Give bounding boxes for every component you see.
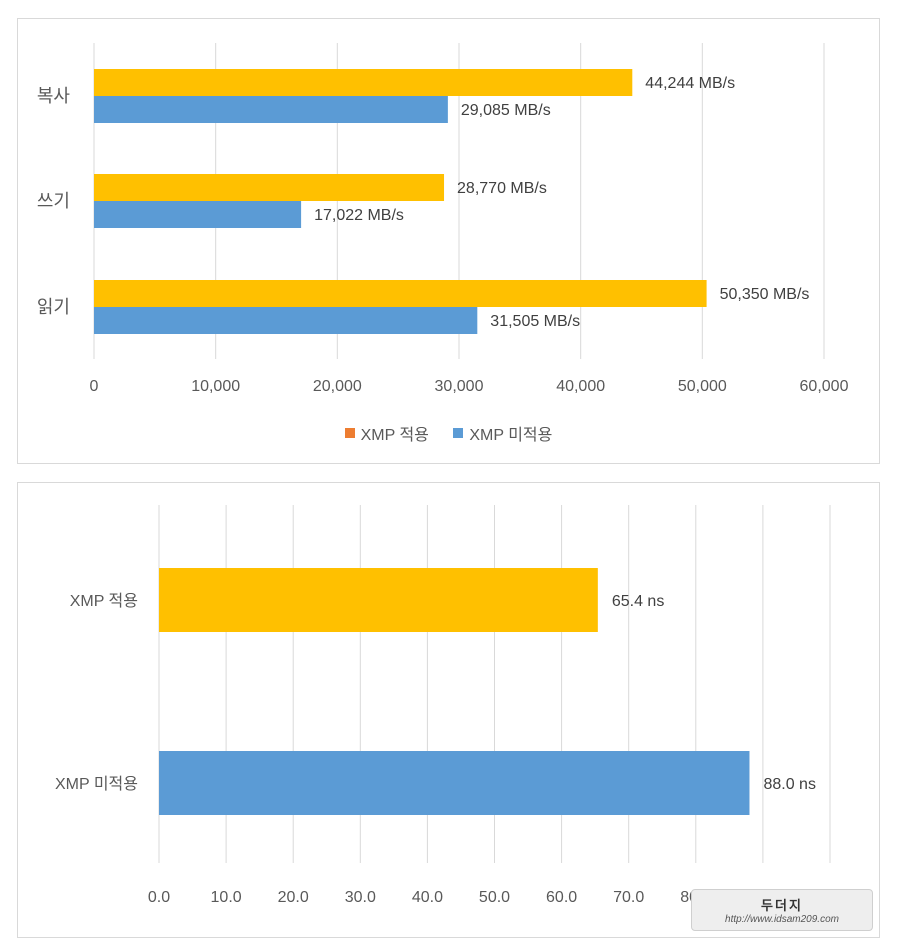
x-tick-label: 40,000 [556, 378, 605, 395]
x-tick-label: 70.0 [613, 889, 644, 906]
category-label: 복사 [37, 86, 71, 106]
data-label: 31,505 MB/s [490, 313, 580, 330]
bar-xmp-on [94, 280, 707, 307]
x-tick-label: 40.0 [412, 889, 443, 906]
x-tick-label: 50,000 [678, 378, 727, 395]
data-label: 65.4 ns [612, 593, 664, 610]
legend-item-xmp-off: XMP 미적용 [453, 421, 552, 445]
watermark-logo: 두더지 [761, 898, 803, 913]
x-tick-label: 20,000 [313, 378, 362, 395]
data-label: 50,350 MB/s [720, 286, 810, 303]
legend-label-xmp-off: XMP 미적용 [469, 427, 553, 444]
x-tick-label: 20.0 [278, 889, 309, 906]
bandwidth-legend: XMP 적용 XMP 미적용 [18, 421, 879, 445]
x-tick-label: 0 [90, 378, 99, 395]
bandwidth-chart: 0 10,000 20,000 30,000 40,000 50,000 60,000 복사 4… [37, 43, 849, 395]
legend-label-xmp-on: XMP 적용 [360, 427, 429, 444]
legend-swatch-xmp-off [453, 428, 464, 438]
data-label: 17,022 MB/s [314, 207, 404, 224]
legend-item-xmp-on: XMP 적용 [344, 421, 429, 445]
x-tick-label: 0.0 [148, 889, 170, 906]
bar-xmp-off [94, 307, 478, 334]
data-label: 28,770 MB/s [457, 180, 547, 197]
x-tick-label: 10,000 [191, 378, 240, 395]
category-label: XMP 미적용 [55, 775, 138, 793]
data-label: 44,244 MB/s [645, 75, 735, 92]
bandwidth-chart-panel: 0 10,000 20,000 30,000 40,000 50,000 60,000 복사 4… [17, 18, 880, 464]
x-tick-label: 10.0 [211, 889, 242, 906]
bar-latency [159, 568, 598, 632]
category-label: 쓰기 [37, 191, 70, 211]
data-label: 88.0 ns [763, 776, 815, 793]
x-tick-label: 30,000 [435, 378, 484, 395]
category-label: 읽기 [37, 297, 70, 317]
x-tick-label: 60.0 [546, 889, 577, 906]
category-label: XMP 적용 [70, 592, 138, 610]
x-tick-label: 30.0 [345, 889, 376, 906]
x-tick-label: 50.0 [479, 889, 510, 906]
watermark-url: http://www.idsam209.com [725, 914, 839, 925]
watermark: 두더지 http://www.idsam209.com [691, 889, 873, 931]
bar-xmp-off [94, 201, 302, 228]
legend-swatch-xmp-on [344, 428, 355, 438]
latency-chart-panel: 0.010.020.030.040.050.060.070.080.090.01… [17, 482, 880, 938]
bar-xmp-on [94, 174, 445, 201]
bar-xmp-off [94, 96, 448, 123]
latency-chart: 0.010.020.030.040.050.060.070.080.090.01… [55, 505, 850, 906]
bar-latency [159, 751, 750, 815]
data-label: 29,085 MB/s [461, 102, 551, 119]
bar-xmp-on [94, 69, 633, 96]
x-tick-label: 60,000 [800, 378, 849, 395]
